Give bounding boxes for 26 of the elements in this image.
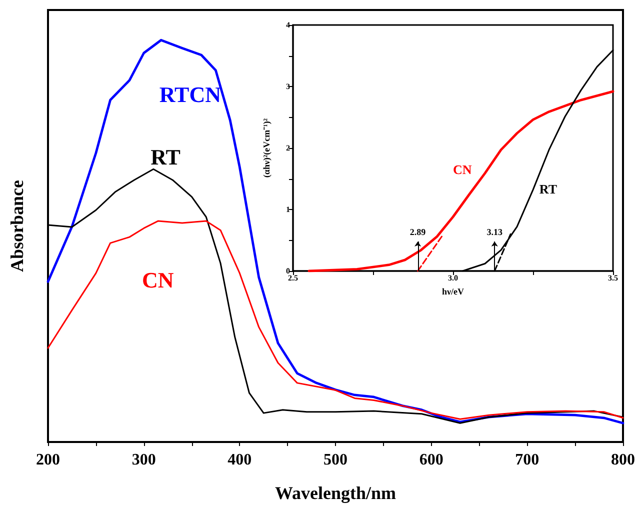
series-label: CN: [453, 162, 472, 177]
series-label: CN: [142, 268, 174, 293]
y-tick-label: 1: [286, 205, 290, 214]
x-tick-label: 700: [515, 452, 540, 468]
y-tick-label: 0: [286, 266, 290, 276]
line-series: [308, 90, 614, 272]
x-tick-label: 600: [419, 452, 444, 468]
y-tick-label: 2: [286, 144, 290, 152]
y-axis-title: (αhν)²(eVcm⁻¹)²: [262, 118, 272, 178]
y-axis-title: Absorbance: [7, 180, 27, 272]
x-axis-title: hν/eV: [442, 286, 465, 296]
x-tick-label: 300: [132, 452, 156, 468]
x-tick-label: 2.5: [288, 274, 298, 282]
x-tick-label: 400: [228, 452, 252, 468]
x-axis-title: Wavelength/nm: [274, 483, 396, 503]
annotation: 2.89: [410, 226, 426, 237]
series-label: RT: [150, 144, 181, 170]
x-tick-label: 800: [611, 452, 635, 468]
x-tick-label: 200: [36, 452, 60, 468]
x-tick-label: 3.5: [608, 274, 618, 282]
series-label: RTCN: [159, 82, 222, 107]
series-label: RT: [539, 181, 558, 196]
y-tick-label: 3: [286, 82, 290, 91]
annotation: 3.13: [486, 226, 503, 237]
x-tick-label: 500: [324, 452, 348, 468]
x-tick-label: 3.0: [448, 274, 458, 282]
